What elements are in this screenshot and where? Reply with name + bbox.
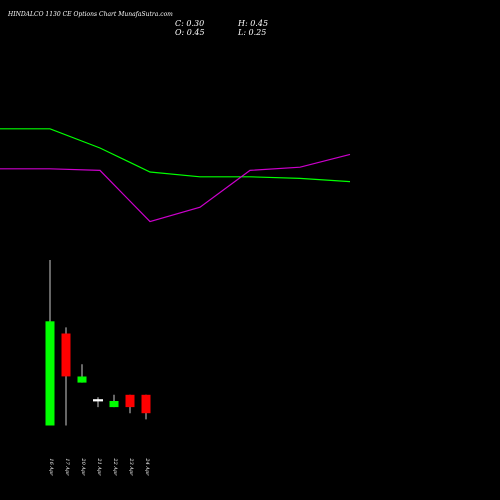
date-tick-label-5: 22 Apr	[112, 457, 118, 476]
date-tick-label-6: 23 Apr	[128, 457, 134, 476]
date-tick-label-4: 21 Apr	[96, 457, 102, 476]
candle-body-2	[61, 333, 71, 377]
candle-body-6	[125, 394, 135, 408]
open-label: O: 0.45	[175, 28, 205, 37]
date-tick-label-2: 17 Apr	[64, 458, 70, 476]
close-label: C: 0.30	[175, 19, 205, 28]
date-tick-label-1: 16 Apr	[48, 458, 54, 476]
candle-body-7	[141, 394, 151, 414]
candle-body-5	[109, 401, 119, 408]
high-label: H: 0.45	[238, 19, 269, 28]
overlay-line-1	[0, 128, 351, 183]
candle-body-4	[93, 399, 103, 402]
candle-body-3	[77, 376, 87, 383]
low-label: L: 0.25	[238, 28, 267, 37]
date-tick-label-7: 24 Apr	[144, 457, 150, 476]
date-tick-label-3: 20 Apr	[80, 457, 86, 476]
candle-body-1	[45, 321, 55, 426]
chart-title: HINDALCO 1130 CE Options Chart MunafaSut…	[8, 11, 173, 18]
overlay-line-2	[0, 153, 351, 223]
